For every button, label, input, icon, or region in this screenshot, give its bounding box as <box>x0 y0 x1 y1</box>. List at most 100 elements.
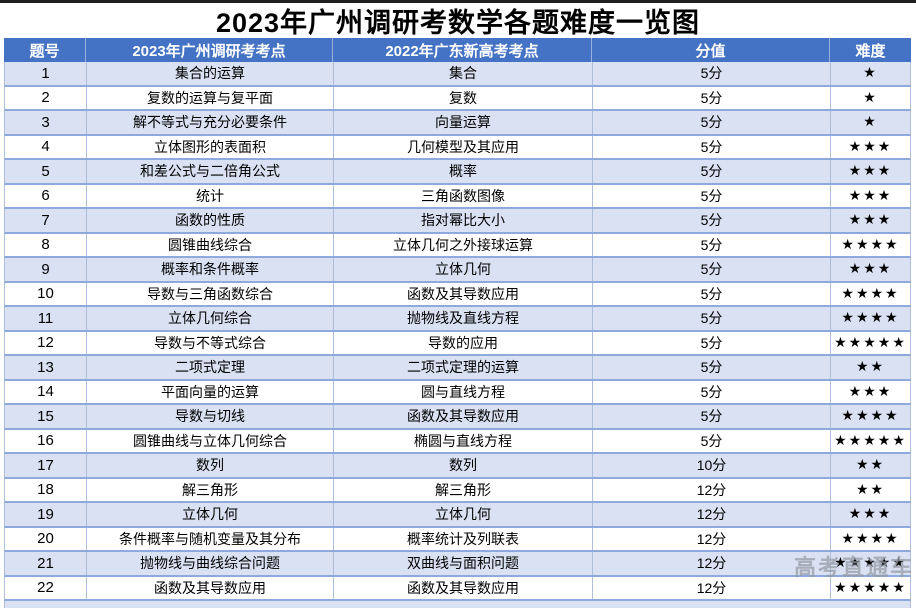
table-row: 9 概率和条件概率 立体几何 5分 ★★★ <box>4 258 911 283</box>
cell-topic-2022: 椭圆与直线方程 <box>334 429 593 452</box>
cell-question-no: 21 <box>5 552 87 575</box>
cell-difficulty-stars: ★ <box>863 89 878 106</box>
cell-difficulty-stars: ★★★★★ <box>834 432 907 449</box>
table-row: 20 条件概率与随机变量及其分布 概率统计及列联表 12分 ★★★★ <box>4 527 911 552</box>
cell-topic-2022: 三角函数图像 <box>334 184 593 207</box>
cell-score: 12分 <box>593 478 831 501</box>
cell-topic-2022: 立体几何之外接球运算 <box>334 233 593 256</box>
cell-topic-2022: 导数的应用 <box>334 331 593 354</box>
col-header-score: 分值 <box>592 38 830 62</box>
cell-topic-2023: 立体图形的表面积 <box>87 135 334 158</box>
cell-topic-2022: 函数及其导数应用 <box>334 282 593 305</box>
cell-topic-2022: 立体几何 <box>334 258 593 281</box>
table-row: 3 解不等式与充分必要条件 向量运算 5分 ★ <box>4 111 911 136</box>
table-row: 13 二项式定理 二项式定理的运算 5分 ★★ <box>4 356 911 381</box>
cell-difficulty-stars: ★★★★ <box>841 408 900 425</box>
cell-question-no: 9 <box>5 258 87 281</box>
cell-topic-2023: 集合的运算 <box>87 62 334 85</box>
cell-difficulty-stars: ★★★ <box>848 163 893 180</box>
cell-topic-2023: 解三角形 <box>87 478 334 501</box>
cell-score: 5分 <box>593 86 831 109</box>
cell-question-no: 19 <box>5 503 87 526</box>
cell-score: 5分 <box>593 429 831 452</box>
table-row: 2 复数的运算与复平面 复数 5分 ★ <box>4 86 911 111</box>
cell-score: 12分 <box>593 503 831 526</box>
cell-score: 5分 <box>593 209 831 232</box>
cell-question-no: 6 <box>5 184 87 207</box>
cell-topic-2023: 圆锥曲线综合 <box>87 233 334 256</box>
cell-topic-2022: 指对幂比大小 <box>334 209 593 232</box>
cell-question-no: 14 <box>5 380 87 403</box>
cell-question-no: 4 <box>5 135 87 158</box>
table-row: 12 导数与不等式综合 导数的应用 5分 ★★★★★ <box>4 331 911 356</box>
cell-question-no: 15 <box>5 405 87 428</box>
cell-score: 5分 <box>593 307 831 330</box>
cell-question-no: 7 <box>5 209 87 232</box>
cell-difficulty-stars: ★★★★ <box>841 310 900 327</box>
cell-score: 5分 <box>593 233 831 256</box>
cell-difficulty-stars: ★★★ <box>848 506 893 523</box>
cell-difficulty-stars: ★★★★ <box>841 236 900 253</box>
cell-topic-2022: 数列 <box>334 454 593 477</box>
table-row: 8 圆锥曲线综合 立体几何之外接球运算 5分 ★★★★ <box>4 233 911 258</box>
cell-score: 5分 <box>593 380 831 403</box>
cell-topic-2022: 函数及其导数应用 <box>334 405 593 428</box>
cell-topic-2022: 集合 <box>334 62 593 85</box>
cell-score: 5分 <box>593 135 831 158</box>
cell-topic-2022: 函数及其导数应用 <box>334 576 593 599</box>
col-header-topic-2023: 2023年广州调研考考点 <box>86 38 333 62</box>
table-row: 17 数列 数列 10分 ★★ <box>4 454 911 479</box>
difficulty-table: 题号 2023年广州调研考考点 2022年广东新高考考点 分值 难度 1 集合的运… <box>4 38 911 608</box>
cell-topic-2023: 二项式定理 <box>87 356 334 379</box>
col-header-difficulty: 难度 <box>855 42 886 60</box>
cell-score: 5分 <box>593 111 831 134</box>
cell-difficulty-stars: ★★★ <box>848 212 893 229</box>
table-row: 7 函数的性质 指对幂比大小 5分 ★★★ <box>4 209 911 234</box>
col-header-topic-2022: 2022年广东新高考考点 <box>333 38 592 62</box>
cell-difficulty-stars: ★★ <box>855 481 886 498</box>
cell-difficulty-stars: ★★★ <box>848 138 893 155</box>
top-edge-strip <box>0 0 916 3</box>
cell-question-no: 16 <box>5 429 87 452</box>
cell-topic-2023: 圆锥曲线与立体几何综合 <box>87 429 334 452</box>
cell-difficulty-stars: ★★★★★ <box>834 555 907 572</box>
table-row: 5 和差公式与二倍角公式 概率 5分 ★★★ <box>4 160 911 185</box>
cell-topic-2023: 导数与三角函数综合 <box>87 282 334 305</box>
table-row: 22 函数及其导数应用 函数及其导数应用 12分 ★★★★★ <box>4 576 911 601</box>
cell-topic-2023: 平面向量的运算 <box>87 380 334 403</box>
cell-score: 5分 <box>593 405 831 428</box>
table-header-row: 题号 2023年广州调研考考点 2022年广东新高考考点 分值 难度 <box>4 38 911 62</box>
cell-question-no: 18 <box>5 478 87 501</box>
cell-question-no: 8 <box>5 233 87 256</box>
cell-score: 5分 <box>593 356 831 379</box>
cell-difficulty-stars: ★★★★ <box>841 285 900 302</box>
cell-difficulty-stars: ★★★ <box>848 261 893 278</box>
cell-topic-2023: 和差公式与二倍角公式 <box>87 160 334 183</box>
cell-topic-2023: 概率和条件概率 <box>87 258 334 281</box>
table-row: 16 圆锥曲线与立体几何综合 椭圆与直线方程 5分 ★★★★★ <box>4 429 911 454</box>
col-header-question-no: 题号 <box>4 38 86 62</box>
cell-topic-2022: 概率 <box>334 160 593 183</box>
cell-topic-2023: 函数及其导数应用 <box>87 576 334 599</box>
cell-question-no: 1 <box>5 62 87 85</box>
page-title: 2023年广州调研考数学各题难度一览图 <box>0 3 916 38</box>
table-row: 15 导数与切线 函数及其导数应用 5分 ★★★★ <box>4 405 911 430</box>
cell-difficulty-stars: ★★★ <box>848 383 893 400</box>
cell-score: 5分 <box>593 282 831 305</box>
cell-topic-2023: 立体几何综合 <box>87 307 334 330</box>
cell-difficulty-stars: ★★★★★ <box>834 579 907 596</box>
cell-score: 12分 <box>593 576 831 599</box>
cell-difficulty-stars: ★★ <box>855 457 886 474</box>
cell-score: 5分 <box>593 184 831 207</box>
cell-topic-2023: 抛物线与曲线综合问题 <box>87 552 334 575</box>
cell-question-no: 22 <box>5 576 87 599</box>
cell-topic-2022: 复数 <box>334 86 593 109</box>
cell-difficulty-stars: ★★★★ <box>841 530 900 547</box>
table-row: 6 统计 三角函数图像 5分 ★★★ <box>4 184 911 209</box>
cell-topic-2023: 解不等式与充分必要条件 <box>87 111 334 134</box>
table-row: 4 立体图形的表面积 几何模型及其应用 5分 ★★★ <box>4 135 911 160</box>
table-row: 14 平面向量的运算 圆与直线方程 5分 ★★★ <box>4 380 911 405</box>
cell-topic-2022: 圆与直线方程 <box>334 380 593 403</box>
cell-question-no: 17 <box>5 454 87 477</box>
table-row: 1 集合的运算 集合 5分 ★ <box>4 62 911 87</box>
